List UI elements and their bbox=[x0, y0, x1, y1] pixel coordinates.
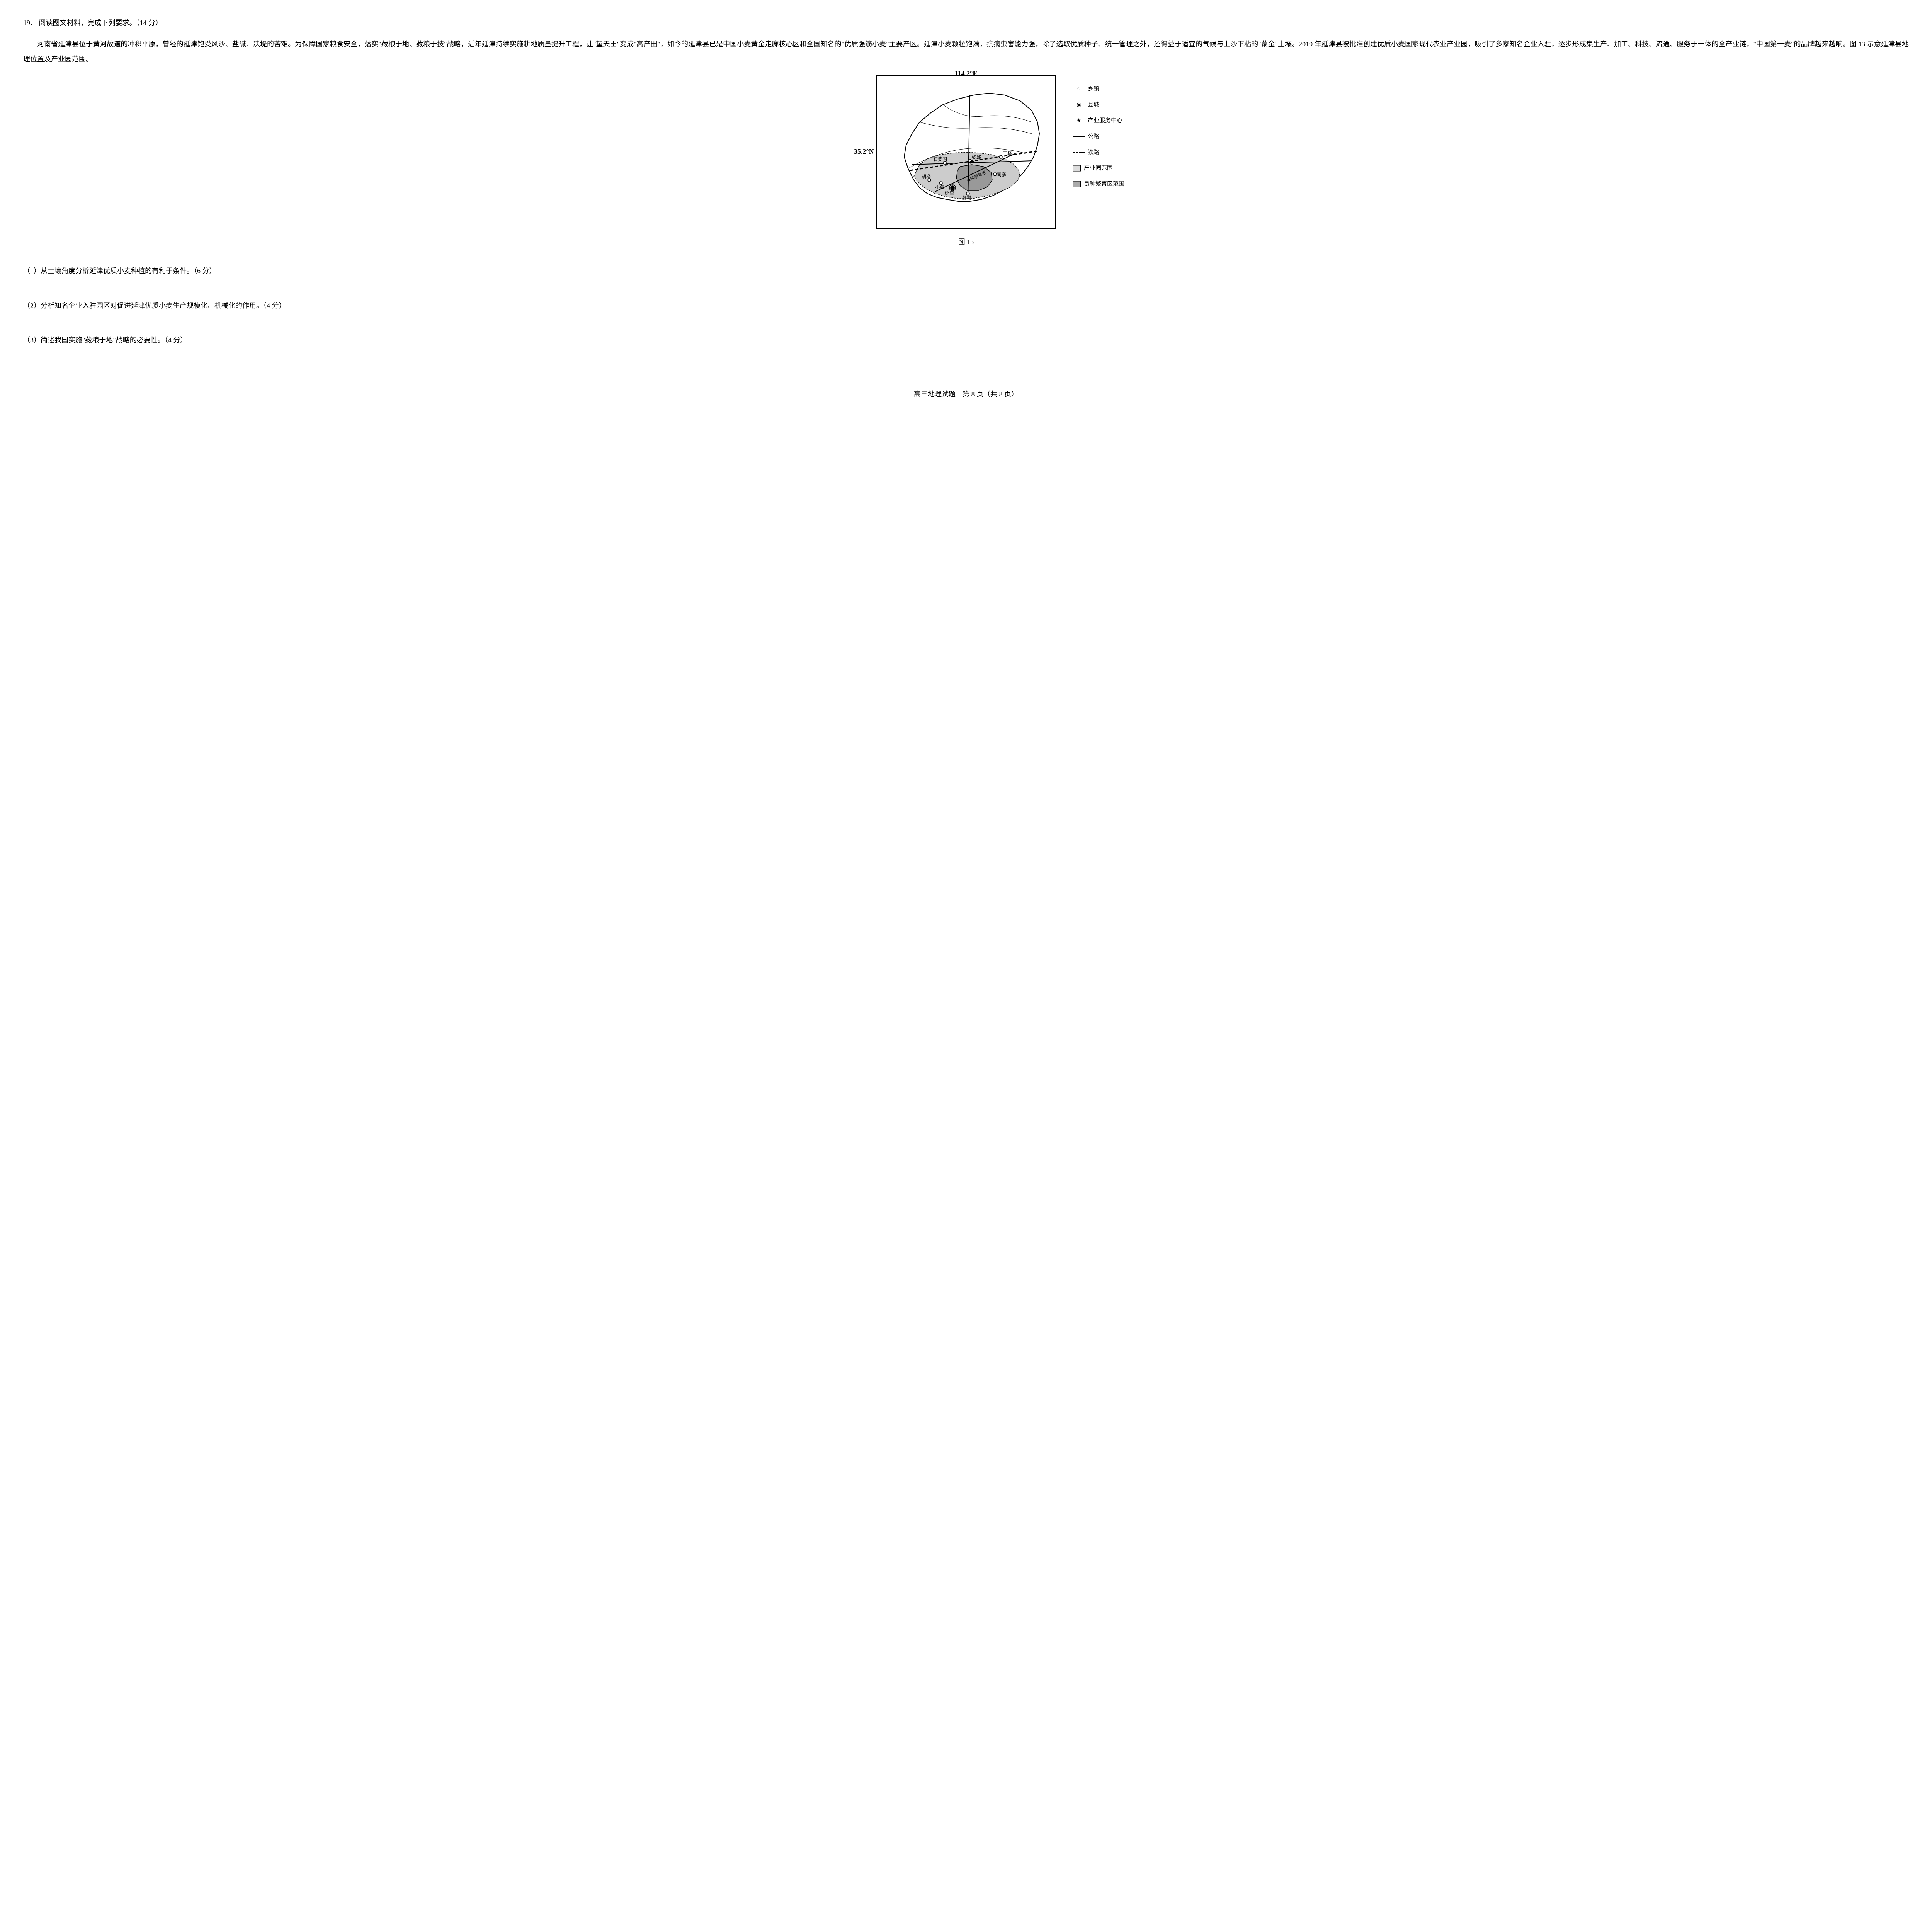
road-icon bbox=[1073, 136, 1085, 137]
county-icon: ◉ bbox=[1073, 99, 1085, 111]
page-footer: 高三地理试题 第 8 页（共 8 页） bbox=[23, 387, 1909, 402]
map-box: 114.2°E 35.2°N bbox=[876, 75, 1056, 229]
figure-caption: 图 13 bbox=[23, 235, 1909, 250]
railway-icon bbox=[1073, 152, 1085, 153]
legend-breeding-text: 良种繁育区范围 bbox=[1084, 178, 1124, 190]
latitude-label: 35.2°N bbox=[854, 144, 874, 160]
county-marker bbox=[951, 186, 954, 190]
sub-question-2: （2）分析知名企业入驻园区对促进延津优质小麦生产规模化、机械化的作用。（4 分） bbox=[23, 298, 1909, 314]
town-label-sizhai: 司寨 bbox=[997, 172, 1006, 177]
legend-township-text: 乡镇 bbox=[1088, 83, 1099, 95]
legend-item-service: ★ 产业服务中心 bbox=[1073, 114, 1124, 127]
question-number: 19． bbox=[23, 19, 37, 27]
legend-railway-text: 铁路 bbox=[1088, 146, 1099, 159]
town-label-pengcun: 彭村 bbox=[962, 195, 971, 201]
legend-road-text: 公路 bbox=[1088, 130, 1099, 143]
service-center-icon: ★ bbox=[1073, 114, 1085, 127]
legend-box: ○ 乡镇 ◉ 县城 ★ 产业服务中心 公路 铁路 bbox=[1073, 80, 1124, 194]
breeding-area-icon bbox=[1073, 181, 1081, 187]
legend-item-county: ◉ 县城 bbox=[1073, 99, 1124, 111]
town-label-hulou: 胡楼 bbox=[922, 173, 931, 179]
town-marker-3 bbox=[999, 155, 1002, 158]
map-wrapper: 114.2°E 35.2°N bbox=[876, 75, 1056, 229]
figure-container: 114.2°E 35.2°N bbox=[23, 75, 1909, 250]
map-svg: 石婆固 魏邱 王楼 司寨 胡楼 小潭 延津 bbox=[885, 83, 1047, 215]
legend-item-park: 产业园范围 bbox=[1073, 162, 1124, 175]
question-body: 河南省延津县位于黄河故道的冲积平原，曾经的延津饱受风沙、盐碱、决堤的苦难。为保障… bbox=[23, 37, 1909, 67]
legend-park-text: 产业园范围 bbox=[1084, 162, 1113, 175]
legend-item-road: 公路 bbox=[1073, 130, 1124, 143]
township-icon: ○ bbox=[1073, 83, 1085, 95]
question-header: 19． 阅读图文材料，完成下列要求。（14 分） bbox=[23, 15, 1909, 31]
town-label-wanglou: 王楼 bbox=[1003, 150, 1012, 156]
legend-service-text: 产业服务中心 bbox=[1088, 114, 1122, 127]
town-marker-7 bbox=[966, 192, 969, 195]
sub-question-3: （3）简述我国实施"藏粮于地"战略的必要性。（4 分） bbox=[23, 333, 1909, 348]
sub-question-1: （1）从土壤角度分析延津优质小麦种植的有利于条件。（6 分） bbox=[23, 264, 1909, 279]
longitude-label: 114.2°E bbox=[955, 66, 978, 82]
legend-county-text: 县城 bbox=[1088, 99, 1099, 111]
town-label-xiaotan: 小潭 bbox=[935, 184, 944, 190]
legend-item-breeding: 良种繁育区范围 bbox=[1073, 178, 1124, 190]
park-area-icon bbox=[1073, 165, 1081, 172]
town-marker-4 bbox=[993, 173, 997, 176]
county-label-yanjin: 延津 bbox=[945, 190, 954, 196]
legend-item-railway: 铁路 bbox=[1073, 146, 1124, 159]
question-header-text: 阅读图文材料，完成下列要求。（14 分） bbox=[39, 19, 163, 27]
town-label-shipocun: 石婆固 bbox=[933, 156, 947, 162]
legend-item-township: ○ 乡镇 bbox=[1073, 83, 1124, 95]
service-center-marker: ★ bbox=[969, 159, 975, 165]
